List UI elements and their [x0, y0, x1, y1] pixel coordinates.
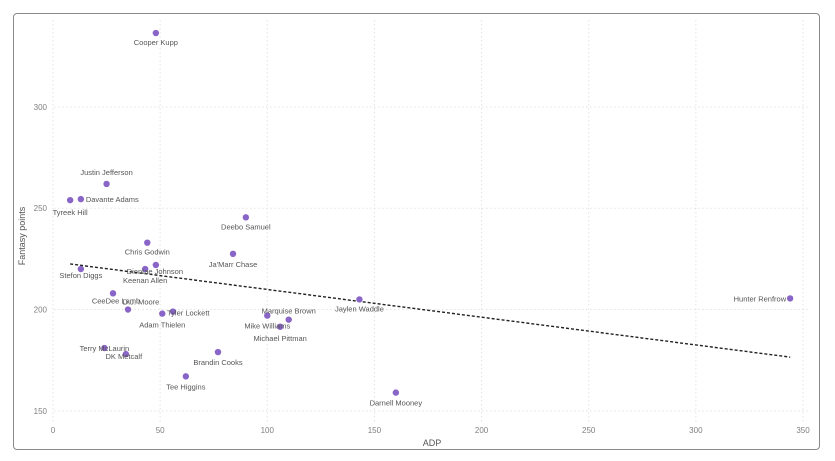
point-label: Tyreek Hill: [53, 208, 88, 217]
x-tick-label: 50: [156, 426, 165, 435]
point-label: Brandin Cooks: [193, 358, 242, 367]
data-point[interactable]: [264, 312, 271, 319]
data-point[interactable]: [66, 196, 74, 204]
x-tick-label: 250: [582, 426, 596, 435]
point-label: Adam Thielen: [139, 321, 185, 330]
data-point[interactable]: [152, 261, 160, 269]
point-label: DK Metcalf: [106, 352, 144, 361]
point-label: Diontae Johnson: [127, 267, 183, 276]
point-label: Tyler Lockett: [167, 309, 210, 318]
point-label: Terry McLaurin: [80, 344, 130, 353]
data-point[interactable]: [182, 373, 190, 380]
chart-frame: 0 50 100 150 200 250 300 350 150 200 250 300 Cooper…: [13, 13, 820, 450]
point-label: Cooper Kupp: [134, 38, 178, 47]
data-point[interactable]: [169, 308, 177, 315]
data-point[interactable]: [101, 344, 108, 352]
point-label: Chris Godwin: [125, 248, 170, 257]
point-label: Deebo Samuel: [221, 222, 271, 231]
point-label: Jaylen Waddle: [335, 304, 384, 313]
y-tick-label: 300: [34, 103, 48, 112]
data-point[interactable]: [109, 290, 117, 297]
point-label: D.J. Moore: [123, 298, 160, 307]
point-label: Hunter Renfrow: [734, 294, 787, 303]
data-point[interactable]: [356, 296, 363, 303]
scatter-chart: 0 50 100 150 200 250 300 350 150 200 250 300 Cooper…: [17, 20, 811, 448]
x-tick-label: 200: [475, 426, 489, 435]
data-point[interactable]: [786, 295, 794, 302]
data-point[interactable]: [242, 214, 250, 221]
data-point[interactable]: [77, 265, 85, 273]
data-point[interactable]: [144, 239, 151, 246]
axis-ticks: 0 50 100 150 200 250 300 350 150 200 250 300: [34, 103, 811, 435]
data-point[interactable]: [77, 195, 85, 203]
point-label: Marquise Brown: [262, 307, 316, 316]
y-tick-label: 200: [34, 306, 48, 315]
point-label: Michael Pittman: [253, 334, 306, 343]
x-tick-label: 0: [51, 426, 56, 435]
point-label: Keenan Allen: [123, 276, 167, 285]
data-point[interactable]: [141, 265, 149, 273]
data-point[interactable]: [214, 348, 222, 356]
point-label: Davante Adams: [86, 195, 139, 204]
point-label: Darnell Mooney: [370, 399, 423, 408]
x-axis-title: ADP: [423, 438, 442, 448]
data-point[interactable]: [285, 316, 292, 323]
data-point[interactable]: [122, 350, 130, 358]
point-label: Tee Higgins: [166, 382, 205, 391]
data-point[interactable]: [159, 310, 166, 317]
trendline-group: [70, 263, 791, 358]
y-axis-title: Fantasy points: [17, 206, 27, 265]
point-label: Stefon Diggs: [59, 271, 102, 280]
point-labels: Cooper Kupp Justin Jefferson Davante Adams…: [53, 38, 787, 408]
x-tick-label: 150: [368, 426, 382, 435]
gridlines: [52, 20, 810, 422]
data-point[interactable]: [229, 250, 237, 258]
point-label: Justin Jefferson: [80, 168, 132, 177]
data-point[interactable]: [392, 389, 400, 396]
point-label: Mike Williams: [244, 322, 290, 331]
y-tick-label: 250: [34, 204, 48, 213]
data-point[interactable]: [103, 180, 110, 188]
point-label: CeeDee Lamb: [92, 296, 140, 305]
y-tick-label: 150: [34, 407, 48, 416]
x-tick-label: 350: [796, 426, 810, 435]
point-label: Ja'Marr Chase: [209, 260, 258, 269]
data-point[interactable]: [276, 323, 284, 330]
trendline: [70, 263, 791, 358]
data-points: [66, 29, 794, 396]
x-tick-label: 300: [689, 426, 703, 435]
x-tick-label: 100: [261, 426, 275, 435]
data-point[interactable]: [124, 306, 132, 313]
data-point[interactable]: [152, 29, 160, 37]
